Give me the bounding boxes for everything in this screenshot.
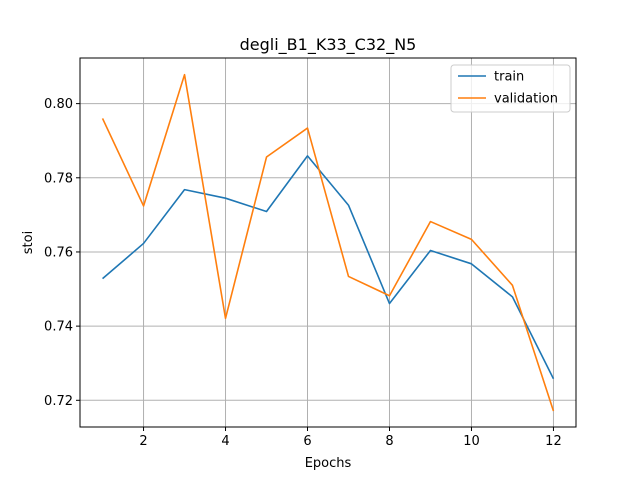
series-line-validation [101,73,555,412]
plot-frame [79,57,577,428]
x-tick-label: 8 [385,434,393,449]
legend-label-train: train [494,70,524,85]
legend-label-validation: validation [494,92,558,107]
y-tick-label: 0.80 [44,97,73,112]
y-tick-label: 0.76 [44,245,73,260]
x-tick-label: 4 [221,434,229,449]
x-tick-label: 2 [139,434,147,449]
legend: train validation [450,64,571,113]
x-tick-label: 6 [303,434,311,449]
y-tick-label: 0.78 [44,171,73,186]
chart-title: degli_B1_K33_C32_N5 [240,35,417,55]
x-axis-label: Epochs [305,456,352,471]
x-tick-label: 10 [463,434,480,449]
x-tick-label: 12 [545,434,562,449]
y-tick-label: 0.72 [44,394,73,409]
y-tick-label: 0.74 [44,320,73,335]
series-line-train [102,155,555,380]
axis-ticks: 2 4 6 8 10 12 0.72 0.74 0.76 0.78 0.80 [44,97,562,449]
series-lines [101,73,555,412]
y-axis-label: stoi [21,231,36,254]
